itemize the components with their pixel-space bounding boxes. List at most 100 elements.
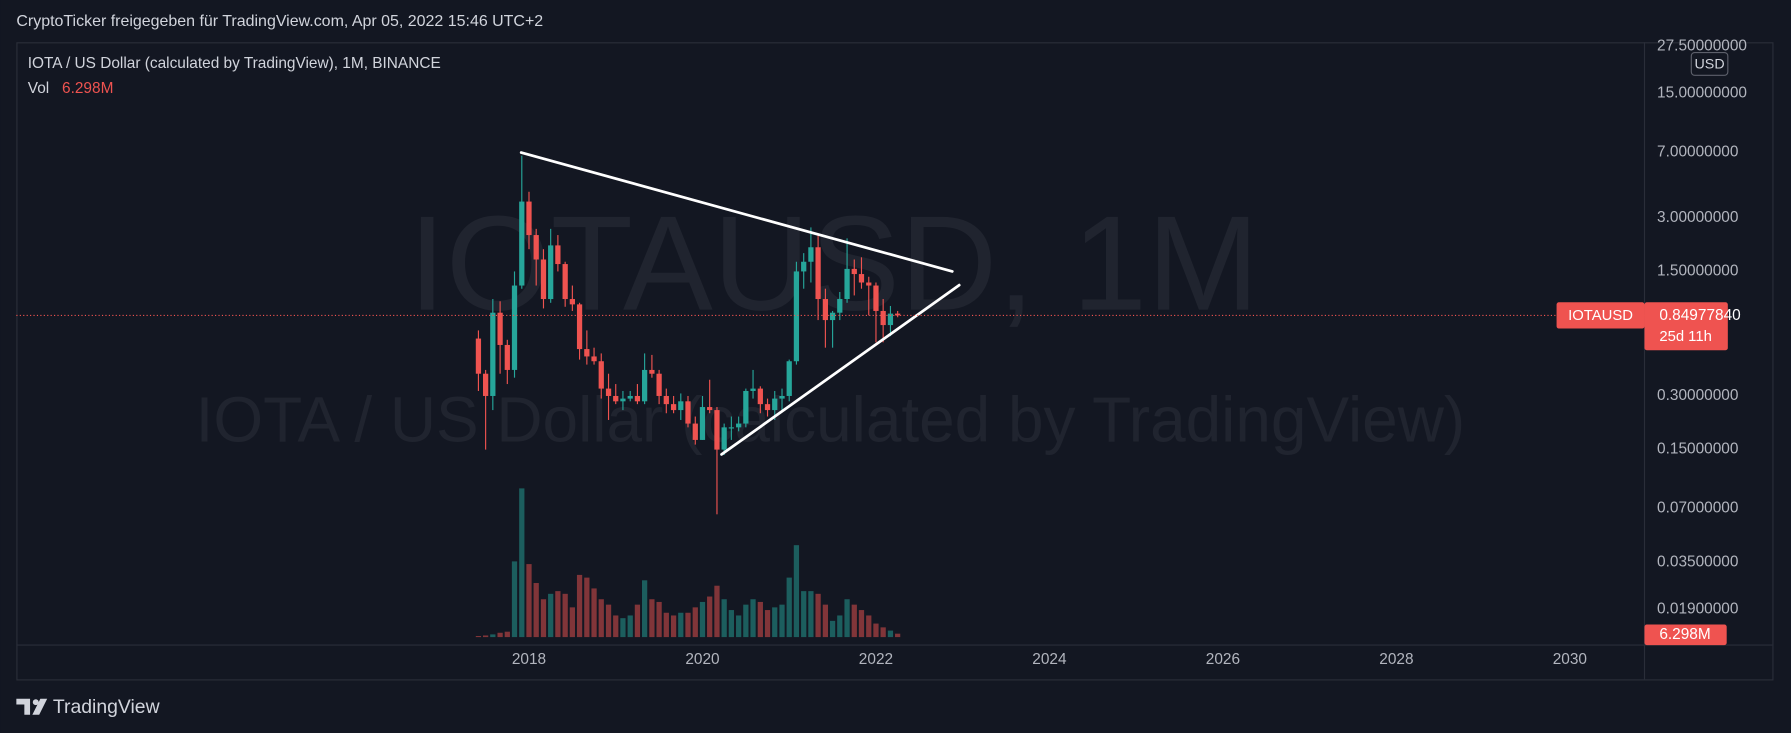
candle-body <box>736 423 742 428</box>
y-tick-label: 0.15000000 <box>1657 441 1738 458</box>
volume-bar <box>591 588 597 638</box>
volume-bar <box>721 599 727 638</box>
volume-bar <box>641 580 648 638</box>
volume-bar <box>793 545 800 638</box>
volume-bar <box>519 488 525 638</box>
volume-bar <box>584 577 590 638</box>
y-tick-label: 15.00000000 <box>1657 84 1747 101</box>
volume-bar <box>808 591 814 638</box>
candle-body <box>620 398 626 402</box>
candle-body <box>497 312 503 345</box>
volume-bar <box>569 607 575 638</box>
volume-bar <box>815 593 821 638</box>
chart-frame <box>16 42 1774 681</box>
volume-bar <box>858 610 865 638</box>
candle-body <box>678 401 684 411</box>
logo-icon <box>16 698 48 715</box>
candle-body <box>540 259 547 300</box>
volume-bar <box>873 623 879 638</box>
candle-body <box>880 310 886 326</box>
x-tick-label: 2028 <box>1379 651 1413 668</box>
candle-body <box>707 407 713 411</box>
volume-bar <box>837 615 843 638</box>
volume-bar <box>699 601 706 638</box>
y-tick-label: 1.50000000 <box>1657 263 1738 280</box>
volume-bar <box>801 591 807 638</box>
candle-body <box>764 404 771 411</box>
candle-body <box>887 313 894 326</box>
volume-bar <box>649 599 655 638</box>
volume-bar <box>779 604 785 638</box>
candle-body <box>555 245 561 265</box>
candle-body <box>482 373 489 396</box>
volume-bar <box>533 583 539 638</box>
x-tick-label: 2024 <box>1032 651 1067 668</box>
volume-bar <box>743 604 749 638</box>
volume-bar <box>786 577 792 638</box>
candle-body <box>844 268 850 300</box>
volume-bar <box>576 574 583 638</box>
volume-bar <box>511 561 518 638</box>
volume-legend-name: Vol <box>28 80 49 97</box>
candle-body <box>511 285 518 370</box>
volume-bar <box>475 636 482 638</box>
volume-bar <box>548 593 554 638</box>
trendline <box>720 283 961 456</box>
volume-bar <box>497 632 503 638</box>
volume-bar <box>670 615 677 638</box>
candle-body <box>793 271 800 362</box>
candle-body <box>873 285 879 311</box>
candle-body <box>656 373 662 396</box>
volume-bar <box>613 615 619 638</box>
candle-body <box>721 427 727 450</box>
volume-bar <box>663 612 669 638</box>
candle-body <box>728 427 734 429</box>
volume-bar <box>482 635 489 638</box>
watermark-subtitle: IOTA / US Dollar (calculated by TradingV… <box>196 384 1465 456</box>
x-tick-label: 2026 <box>1206 651 1240 668</box>
candle-body <box>815 247 821 300</box>
candle-body <box>829 312 836 321</box>
candle-body <box>584 349 590 357</box>
volume-bar <box>678 612 684 638</box>
price-label-box <box>1644 302 1728 351</box>
volume-bar <box>822 604 829 638</box>
currency-box <box>1690 51 1729 76</box>
candle-body <box>837 299 843 313</box>
volume-bar <box>887 630 894 638</box>
candle-body <box>533 235 539 260</box>
volume-axis-label: 6.298M <box>1659 626 1710 643</box>
candle-body <box>649 369 655 374</box>
candle-body <box>692 423 698 440</box>
candle-body <box>743 390 749 424</box>
candle-body <box>750 388 756 391</box>
candle-body <box>504 344 510 370</box>
volume-bar <box>656 601 662 638</box>
countdown-label: 25d 11h <box>1659 329 1712 345</box>
volume-bar <box>736 615 742 638</box>
candle-body <box>808 247 814 262</box>
chart-title: IOTA / US Dollar (calculated by TradingV… <box>28 55 441 72</box>
trendline <box>519 151 954 273</box>
candle-body <box>801 261 807 272</box>
volume-bar <box>555 591 561 638</box>
candle-body <box>598 361 604 389</box>
volume-bar <box>540 599 547 638</box>
candle-body <box>605 388 612 396</box>
y-tick-label: 0.30000000 <box>1657 387 1738 404</box>
y-tick-label: 27.50000000 <box>1657 37 1747 54</box>
footer-logo <box>16 698 48 715</box>
volume-bar <box>490 634 496 638</box>
x-tick-label: 2030 <box>1553 651 1587 668</box>
candle-body <box>519 201 525 286</box>
volume-bar <box>851 604 857 638</box>
volume-bar <box>504 631 510 638</box>
volume-bar <box>772 607 778 638</box>
symbol-label: IOTAUSD <box>1568 308 1633 324</box>
candle-body <box>490 312 496 396</box>
volume-bar <box>866 615 872 638</box>
volume-bar <box>562 593 568 638</box>
y-tick-label: 7.00000000 <box>1657 143 1738 160</box>
